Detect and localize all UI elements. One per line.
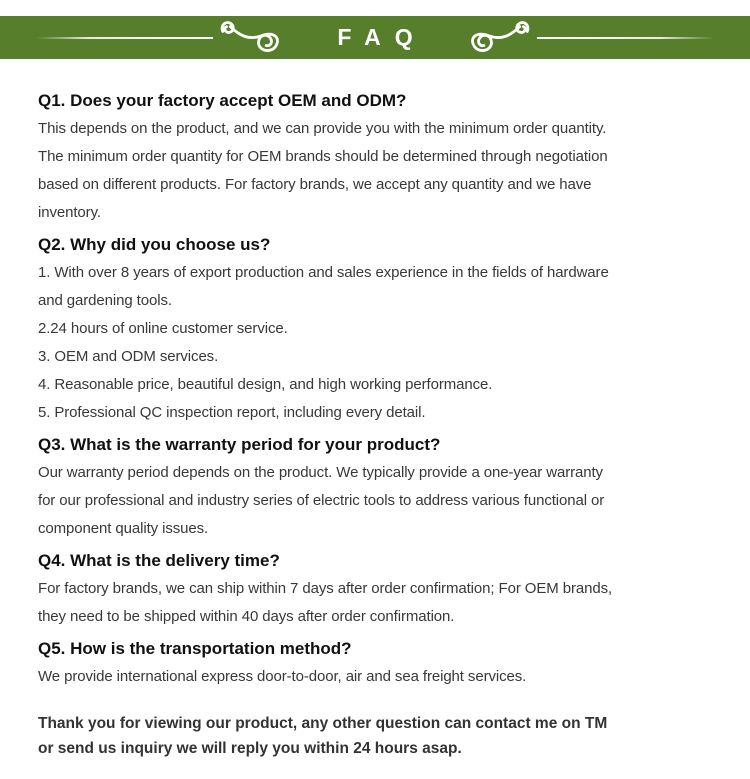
answer-line: 2.24 hours of online customer service. xyxy=(38,320,288,337)
answer-line: inventory. xyxy=(38,204,101,221)
question-heading: Q3. What is the warranty period for your… xyxy=(38,435,441,454)
faq-banner: FAQ xyxy=(0,16,750,59)
faq-section-q2: Q2. Why did you choose us? 1. With over … xyxy=(38,231,712,427)
faq-content: Q1. Does your factory accept OEM and ODM… xyxy=(0,59,750,761)
answer-line: For factory brands, we can ship within 7… xyxy=(38,580,613,597)
answer-line: This depends on the product, and we can … xyxy=(38,120,607,137)
divider-line-right xyxy=(536,36,714,39)
faq-section-q4: Q4. What is the delivery time? For facto… xyxy=(38,547,712,631)
answer-line: they need to be shipped within 40 days a… xyxy=(38,608,455,625)
answer-line: 4. Reasonable price, beautiful design, a… xyxy=(38,376,493,393)
answer-line: and gardening tools. xyxy=(38,292,172,309)
question-heading: Q1. Does your factory accept OEM and ODM… xyxy=(38,91,407,110)
answer-line: Our warranty period depends on the produ… xyxy=(38,464,603,481)
divider-line-left xyxy=(36,36,214,39)
faq-section-q3: Q3. What is the warranty period for your… xyxy=(38,431,712,543)
answer-line: We provide international express door-to… xyxy=(38,668,527,685)
flourish-swirl-left-icon xyxy=(221,20,280,52)
faq-section-q1: Q1. Does your factory accept OEM and ODM… xyxy=(38,87,712,227)
banner-title: FAQ xyxy=(337,24,427,50)
question-heading: Q4. What is the delivery time? xyxy=(38,551,280,570)
footer-line: or send us inquiry we will reply you wit… xyxy=(38,740,462,757)
flourish-swirl-right-icon xyxy=(470,20,529,52)
question-heading: Q2. Why did you choose us? xyxy=(38,235,271,254)
answer-line: component quality issues. xyxy=(38,520,209,537)
footer-note: Thank you for viewing our product, any o… xyxy=(38,711,712,761)
footer-line: Thank you for viewing our product, any o… xyxy=(38,715,608,732)
answer-line: 3. OEM and ODM services. xyxy=(38,348,219,365)
faq-section-q5: Q5. How is the transportation method? We… xyxy=(38,635,712,691)
answer-line: for our professional and industry series… xyxy=(38,492,605,509)
answer-line: 5. Professional QC inspection report, in… xyxy=(38,404,426,421)
question-heading: Q5. How is the transportation method? xyxy=(38,639,352,658)
answer-line: 1. With over 8 years of export productio… xyxy=(38,264,609,281)
answer-line: based on different products. For factory… xyxy=(38,176,592,193)
answer-line: The minimum order quantity for OEM brand… xyxy=(38,148,608,165)
top-strip xyxy=(0,0,750,16)
